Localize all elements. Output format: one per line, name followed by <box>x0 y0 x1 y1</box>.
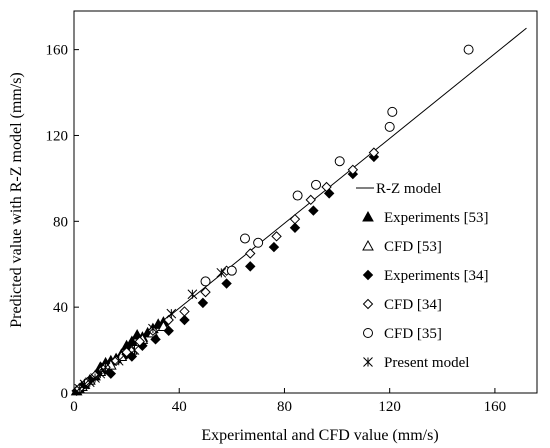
y-axis-title: Predicted value with R-Z model (mm/s) <box>8 72 25 328</box>
data-point <box>163 325 174 336</box>
data-point <box>157 320 170 331</box>
series-5 <box>74 267 227 394</box>
legend-label: CFD [35] <box>384 326 442 342</box>
data-point <box>197 297 209 309</box>
data-point <box>179 306 190 317</box>
x-tick-label: 0 <box>70 399 78 415</box>
data-point <box>271 231 282 242</box>
legend-marker <box>363 357 373 367</box>
data-point <box>239 233 250 244</box>
x-tick-label: 160 <box>484 399 507 415</box>
legend-marker <box>362 298 374 310</box>
data-point <box>129 345 140 355</box>
data-point <box>245 248 256 259</box>
legend-label: Present model <box>384 355 469 371</box>
legend-label: CFD [34] <box>384 297 442 313</box>
series-group <box>70 44 474 397</box>
legend-marker <box>363 328 373 338</box>
data-point <box>100 362 111 373</box>
legend-item-5: Present model <box>363 355 469 371</box>
data-point <box>134 336 145 347</box>
legend-marker <box>362 210 374 222</box>
data-point <box>268 241 280 253</box>
plot-area <box>73 10 538 394</box>
data-point <box>463 44 474 55</box>
data-point <box>148 323 158 334</box>
data-point <box>84 377 95 388</box>
data-point <box>150 334 161 345</box>
data-point <box>308 205 319 216</box>
legend-marker <box>362 239 374 251</box>
data-point <box>321 181 332 193</box>
x-tick-label: 120 <box>378 399 401 415</box>
x-axis: 0 40 80 120 160 <box>70 388 506 415</box>
data-point <box>221 278 232 289</box>
data-point <box>368 147 380 158</box>
data-point <box>95 368 106 379</box>
data-point <box>305 194 316 206</box>
data-point <box>289 222 301 233</box>
data-point <box>311 179 322 190</box>
data-point <box>289 213 301 225</box>
data-point <box>187 289 198 300</box>
y-tick-label: 120 <box>46 128 69 144</box>
data-point <box>216 267 227 278</box>
y-tick-label: 0 <box>61 386 69 402</box>
data-point <box>166 308 177 319</box>
data-point <box>384 121 395 132</box>
legend-item-3: CFD [34] <box>362 297 442 313</box>
legend-item-0: Experiments [53] <box>362 210 489 226</box>
data-point <box>200 286 211 298</box>
legend-label: R-Z model <box>376 181 441 197</box>
y-tick-label: 160 <box>46 43 69 59</box>
legend-item-reference: R-Z model <box>356 181 441 197</box>
y-tick-label: 40 <box>53 300 68 316</box>
legend: R-Z model Experiments [53] CFD [53] Experim… <box>356 181 489 371</box>
data-point <box>334 156 345 167</box>
data-point <box>90 373 100 383</box>
data-point <box>245 261 256 272</box>
data-point <box>74 383 85 394</box>
legend-item-1: CFD [53] <box>362 239 442 255</box>
data-point <box>347 164 359 176</box>
data-point <box>179 314 190 326</box>
series-4 <box>200 44 474 287</box>
x-tick-label: 80 <box>277 399 292 415</box>
legend-marker <box>362 269 374 281</box>
data-point <box>292 190 303 201</box>
legend-label: Experiments [53] <box>384 210 489 226</box>
data-point <box>121 347 132 358</box>
legend-label: CFD [53] <box>384 239 442 255</box>
data-point <box>105 368 117 379</box>
plot-border <box>73 10 538 394</box>
legend-label: Experiments [34] <box>384 268 489 284</box>
y-tick-label: 80 <box>53 214 68 230</box>
y-axis: 0 40 80 120 160 <box>46 43 79 402</box>
data-point <box>387 106 398 117</box>
data-point <box>226 265 237 276</box>
legend-item-2: Experiments [34] <box>362 268 489 284</box>
x-tick-label: 40 <box>172 399 187 415</box>
legend-item-4: CFD [35] <box>363 326 442 342</box>
data-point <box>113 355 124 366</box>
data-point <box>253 237 264 248</box>
data-point <box>200 276 211 287</box>
data-point <box>79 379 90 390</box>
x-axis-title: Experimental and CFD value (mm/s) <box>201 427 438 444</box>
